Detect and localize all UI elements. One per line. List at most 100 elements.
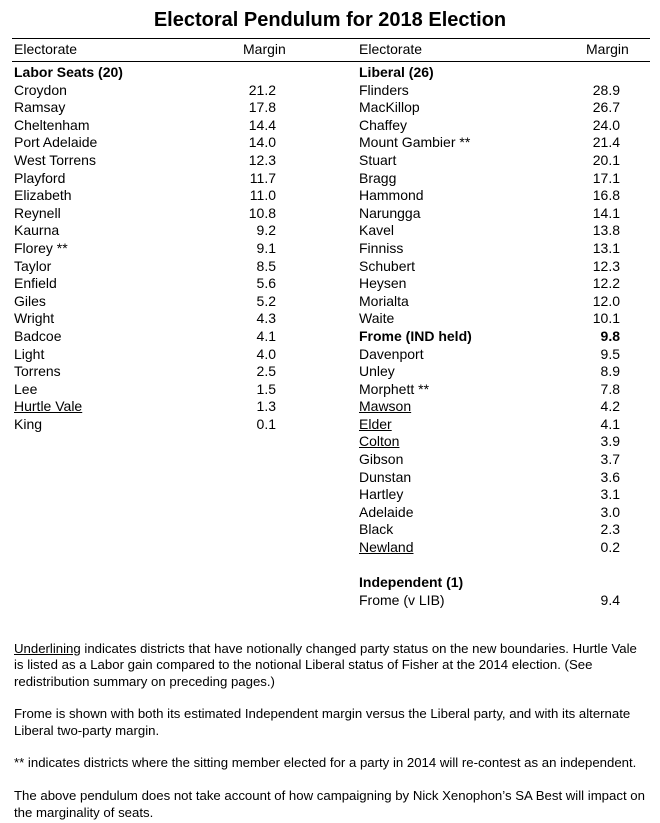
seat-name: Elder [359,415,392,432]
seat-name: Hartley [359,486,404,503]
seat-margin: 9.2 [256,222,276,239]
seat-name: Waite [359,310,395,327]
seat-margin: 4.0 [256,345,276,362]
seat-name: Dunstan [359,468,412,485]
seat-name: West Torrens [14,151,96,168]
seat-row: Newland 0.2 [359,539,620,557]
seat-row: Gibson 3.7 [359,451,620,469]
seat-name: Mawson [359,398,412,415]
seat-name: Morialta [359,292,409,309]
seat-margin: 8.5 [256,257,276,274]
seat-margin: 12.3 [248,151,276,168]
seat-margin: 13.1 [592,239,620,256]
seat-margin: 13.8 [592,222,620,239]
seat-row: West Torrens 12.3 [14,152,276,170]
seat-margin: 7.8 [600,380,620,397]
seat-margin: 11.0 [249,187,276,204]
seat-margin: 3.6 [600,468,620,485]
seat-margin: 24.0 [592,116,620,133]
seat-margin: 0.2 [600,539,620,556]
seat-row: Kaurna 9.2 [14,222,276,240]
seat-margin: 21.4 [592,134,620,151]
seat-margin: 4.2 [600,398,620,415]
seat-name: Playford [14,169,66,186]
seat-row: Colton 3.9 [359,433,620,451]
seat-row: Frome (v LIB) 9.4 [359,592,620,610]
seat-name: Colton [359,433,400,450]
seat-row: King 0.1 [14,416,276,434]
seat-name: Heysen [359,275,407,292]
seat-name: Black [359,521,394,538]
seat-margin: 26.7 [592,99,620,116]
seat-margin: 9.8 [600,327,620,344]
seat-margin: 11.7 [249,169,276,186]
seat-margin: 0.1 [256,415,276,432]
labor-column: Labor Seats (20) Croydon 21.2 Ramsay 17.8 Ch… [14,64,276,433]
seat-margin: 14.1 [592,204,620,221]
divider [12,38,650,39]
seat-name: Chaffey [359,116,407,133]
seat-row: Flinders 28.9 [359,82,620,100]
seat-row: Waite 10.1 [359,310,620,328]
seat-margin: 9.5 [600,345,620,362]
seat-margin: 9.1 [256,239,276,256]
seat-row: Reynell 10.8 [14,205,276,223]
seat-margin: 1.5 [256,380,276,397]
seat-name: Florey ** [14,239,68,256]
seat-row: Wright 4.3 [14,310,276,328]
seat-name: Finniss [359,239,404,256]
seat-name: Narungga [359,204,421,221]
header-margin-left: Margin [243,41,286,57]
independent-heading: Independent (1) [359,574,464,591]
seat-row: Torrens 2.5 [14,363,276,381]
seat-row: Narungga 14.1 [359,205,620,223]
seat-row: Morphett ** 7.8 [359,381,620,399]
seat-margin: 3.7 [600,451,620,468]
seat-row: Kavel 13.8 [359,222,620,240]
seat-margin: 10.1 [592,310,620,327]
seat-row: Morialta 12.0 [359,293,620,311]
seat-name: Stuart [359,151,397,168]
seat-row: Stuart 20.1 [359,152,620,170]
seat-row: Schubert 12.3 [359,258,620,276]
page-title: Electoral Pendulum for 2018 Election [153,9,507,31]
seat-name: Reynell [14,204,61,221]
seat-row: Florey ** 9.1 [14,240,276,258]
seat-name: Kavel [359,222,395,239]
seat-name: Gibson [359,451,404,468]
seat-margin: 10.8 [248,204,276,221]
seat-name: Frome (v LIB) [359,591,445,608]
note-text: indicates districts that have notionally… [14,641,637,689]
seat-margin: 4.3 [256,310,276,327]
seat-margin: 3.9 [600,433,620,450]
seat-name: Port Adelaide [14,134,98,151]
seat-row: Chaffey 24.0 [359,117,620,135]
seat-name: Schubert [359,257,416,274]
seat-row: Finniss 13.1 [359,240,620,258]
seat-row: Hartley 3.1 [359,486,620,504]
seat-name: Mount Gambier ** [359,134,471,151]
seat-row: Lee 1.5 [14,381,276,399]
labor-heading: Labor Seats (20) [14,64,123,80]
seat-name: Badcoe [14,327,62,344]
seat-name: Elizabeth [14,187,72,204]
seat-name: Light [14,345,45,362]
seat-row: Enfield 5.6 [14,275,276,293]
seat-margin: 9.4 [600,591,620,608]
seat-row: Badcoe 4.1 [14,328,276,346]
seat-row: Giles 5.2 [14,293,276,311]
seat-row: Hurtle Vale 1.3 [14,398,276,416]
seat-name: Croydon [14,81,67,98]
note-frome: Frome is shown with both its estimated I… [14,706,631,738]
seat-row: Mawson 4.2 [359,398,620,416]
divider [12,61,650,62]
seat-name: Taylor [14,257,52,274]
seat-name: Lee [14,380,38,397]
seat-row: Elder 4.1 [359,416,620,434]
seat-name: Wright [14,310,55,327]
seat-margin: 8.9 [600,363,620,380]
seat-name: Unley [359,363,395,380]
seat-row: Playford 11.7 [14,170,276,188]
seat-margin: 5.6 [256,275,276,292]
